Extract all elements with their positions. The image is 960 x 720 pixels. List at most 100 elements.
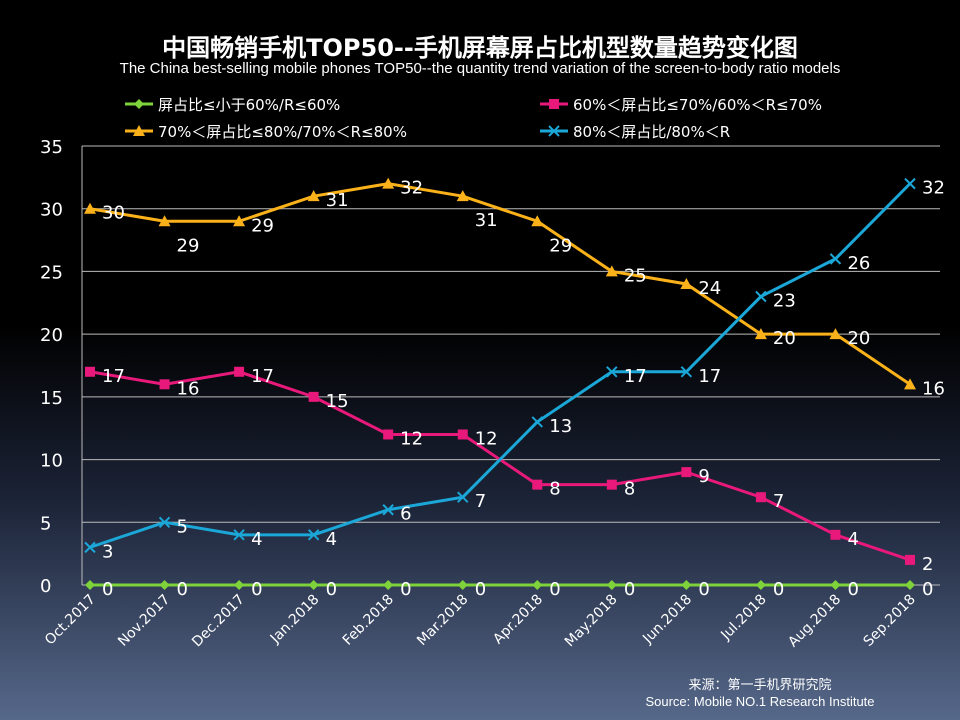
data-label: 26	[847, 253, 870, 274]
data-label: 20	[773, 328, 796, 349]
data-point	[681, 467, 692, 478]
x-tick-label: Aug.2018	[785, 592, 844, 651]
data-label: 32	[400, 178, 423, 199]
data-label: 0	[475, 579, 486, 600]
data-label: 7	[475, 491, 486, 512]
data-point	[234, 366, 245, 377]
data-label: 20	[847, 328, 870, 349]
data-point	[382, 504, 394, 516]
data-label: 12	[475, 428, 498, 449]
data-point	[904, 378, 916, 390]
data-point	[829, 253, 842, 265]
data-point	[829, 328, 842, 340]
data-label: 31	[475, 210, 498, 231]
data-label: 12	[400, 428, 423, 449]
data-point	[830, 580, 841, 590]
data-point	[159, 379, 170, 390]
x-tick-label: Apr.2018	[490, 592, 546, 648]
data-label: 16	[177, 378, 200, 399]
data-point	[904, 177, 916, 190]
data-label: 0	[102, 579, 113, 600]
data-point	[605, 265, 618, 277]
data-label: 0	[177, 579, 188, 600]
series-line	[89, 182, 912, 549]
source-note: 来源：第一手机界研究院 Source: Mobile NO.1 Research…	[620, 676, 900, 710]
data-label: 24	[698, 278, 721, 299]
data-label: 17	[624, 366, 647, 387]
data-label: 2	[922, 554, 933, 575]
chart-title: 中国畅销手机TOP50--手机屏幕屏占比机型数量趋势变化图	[162, 34, 798, 62]
x-tick-label: Oct.2017	[42, 592, 99, 649]
data-point	[383, 580, 394, 590]
data-point	[905, 554, 915, 565]
data-label: 4	[251, 529, 262, 550]
data-point	[680, 277, 693, 289]
data-label: 0	[698, 579, 709, 600]
data-point	[85, 580, 95, 590]
data-label: 4	[326, 529, 337, 550]
y-tick-label: 0	[40, 576, 51, 597]
data-point	[532, 580, 543, 590]
y-tick-label: 20	[40, 325, 63, 346]
data-label: 0	[251, 579, 262, 600]
data-point	[606, 479, 617, 490]
data-point	[755, 492, 766, 503]
data-point	[531, 215, 544, 227]
y-tick-label: 25	[40, 262, 63, 283]
data-point	[233, 215, 246, 227]
data-point	[680, 366, 693, 378]
x-tick-label: Feb.2018	[340, 592, 397, 649]
data-label: 29	[549, 235, 572, 256]
data-label: 0	[326, 579, 337, 600]
data-point	[549, 99, 559, 109]
data-point	[606, 580, 617, 590]
data-point	[830, 529, 841, 540]
data-point	[158, 516, 171, 528]
data-label: 0	[773, 579, 784, 600]
data-label: 17	[251, 366, 274, 387]
x-tick-label: Jul.2018	[717, 592, 769, 644]
data-point	[681, 580, 692, 590]
y-tick-label: 30	[40, 200, 63, 221]
data-label: 29	[251, 215, 274, 236]
data-point	[531, 416, 543, 428]
data-point	[457, 429, 468, 440]
x-tick-label: Jan.2018	[267, 592, 323, 648]
legend-label: 80%＜屏占比/80%＜R	[573, 123, 730, 141]
data-label: 8	[624, 479, 635, 500]
data-label: 0	[847, 579, 858, 600]
data-label: 4	[847, 529, 858, 550]
data-point	[158, 215, 171, 227]
x-tick-label: May.2018	[562, 592, 621, 651]
data-label: 0	[400, 579, 411, 600]
data-point	[606, 366, 618, 378]
data-point	[905, 580, 915, 590]
data-point	[755, 580, 766, 590]
source-cn: 来源：第一手机界研究院	[688, 677, 832, 692]
y-tick-label: 5	[40, 513, 51, 534]
data-label: 8	[549, 479, 560, 500]
x-tick-label: Mar.2018	[414, 592, 471, 649]
data-label: 31	[326, 190, 349, 211]
data-point	[307, 529, 320, 541]
data-label: 0	[922, 579, 933, 600]
data-point	[308, 580, 319, 590]
data-label: 5	[177, 516, 188, 537]
data-point	[457, 580, 468, 590]
data-label: 9	[698, 466, 709, 487]
source-en: Source: Mobile NO.1 Research Institute	[645, 694, 875, 709]
data-label: 25	[624, 265, 647, 286]
data-label: 17	[102, 366, 125, 387]
data-label: 23	[773, 291, 796, 312]
data-label: 29	[177, 235, 200, 256]
legend-label: 屏占比≤小于60%/R≤60%	[158, 96, 340, 114]
data-point	[456, 190, 469, 202]
data-point	[133, 125, 145, 136]
series-line	[89, 182, 911, 386]
data-point	[233, 529, 245, 541]
data-point	[159, 580, 170, 590]
data-point	[382, 177, 395, 189]
data-point	[307, 190, 320, 202]
data-label: 15	[326, 391, 349, 412]
